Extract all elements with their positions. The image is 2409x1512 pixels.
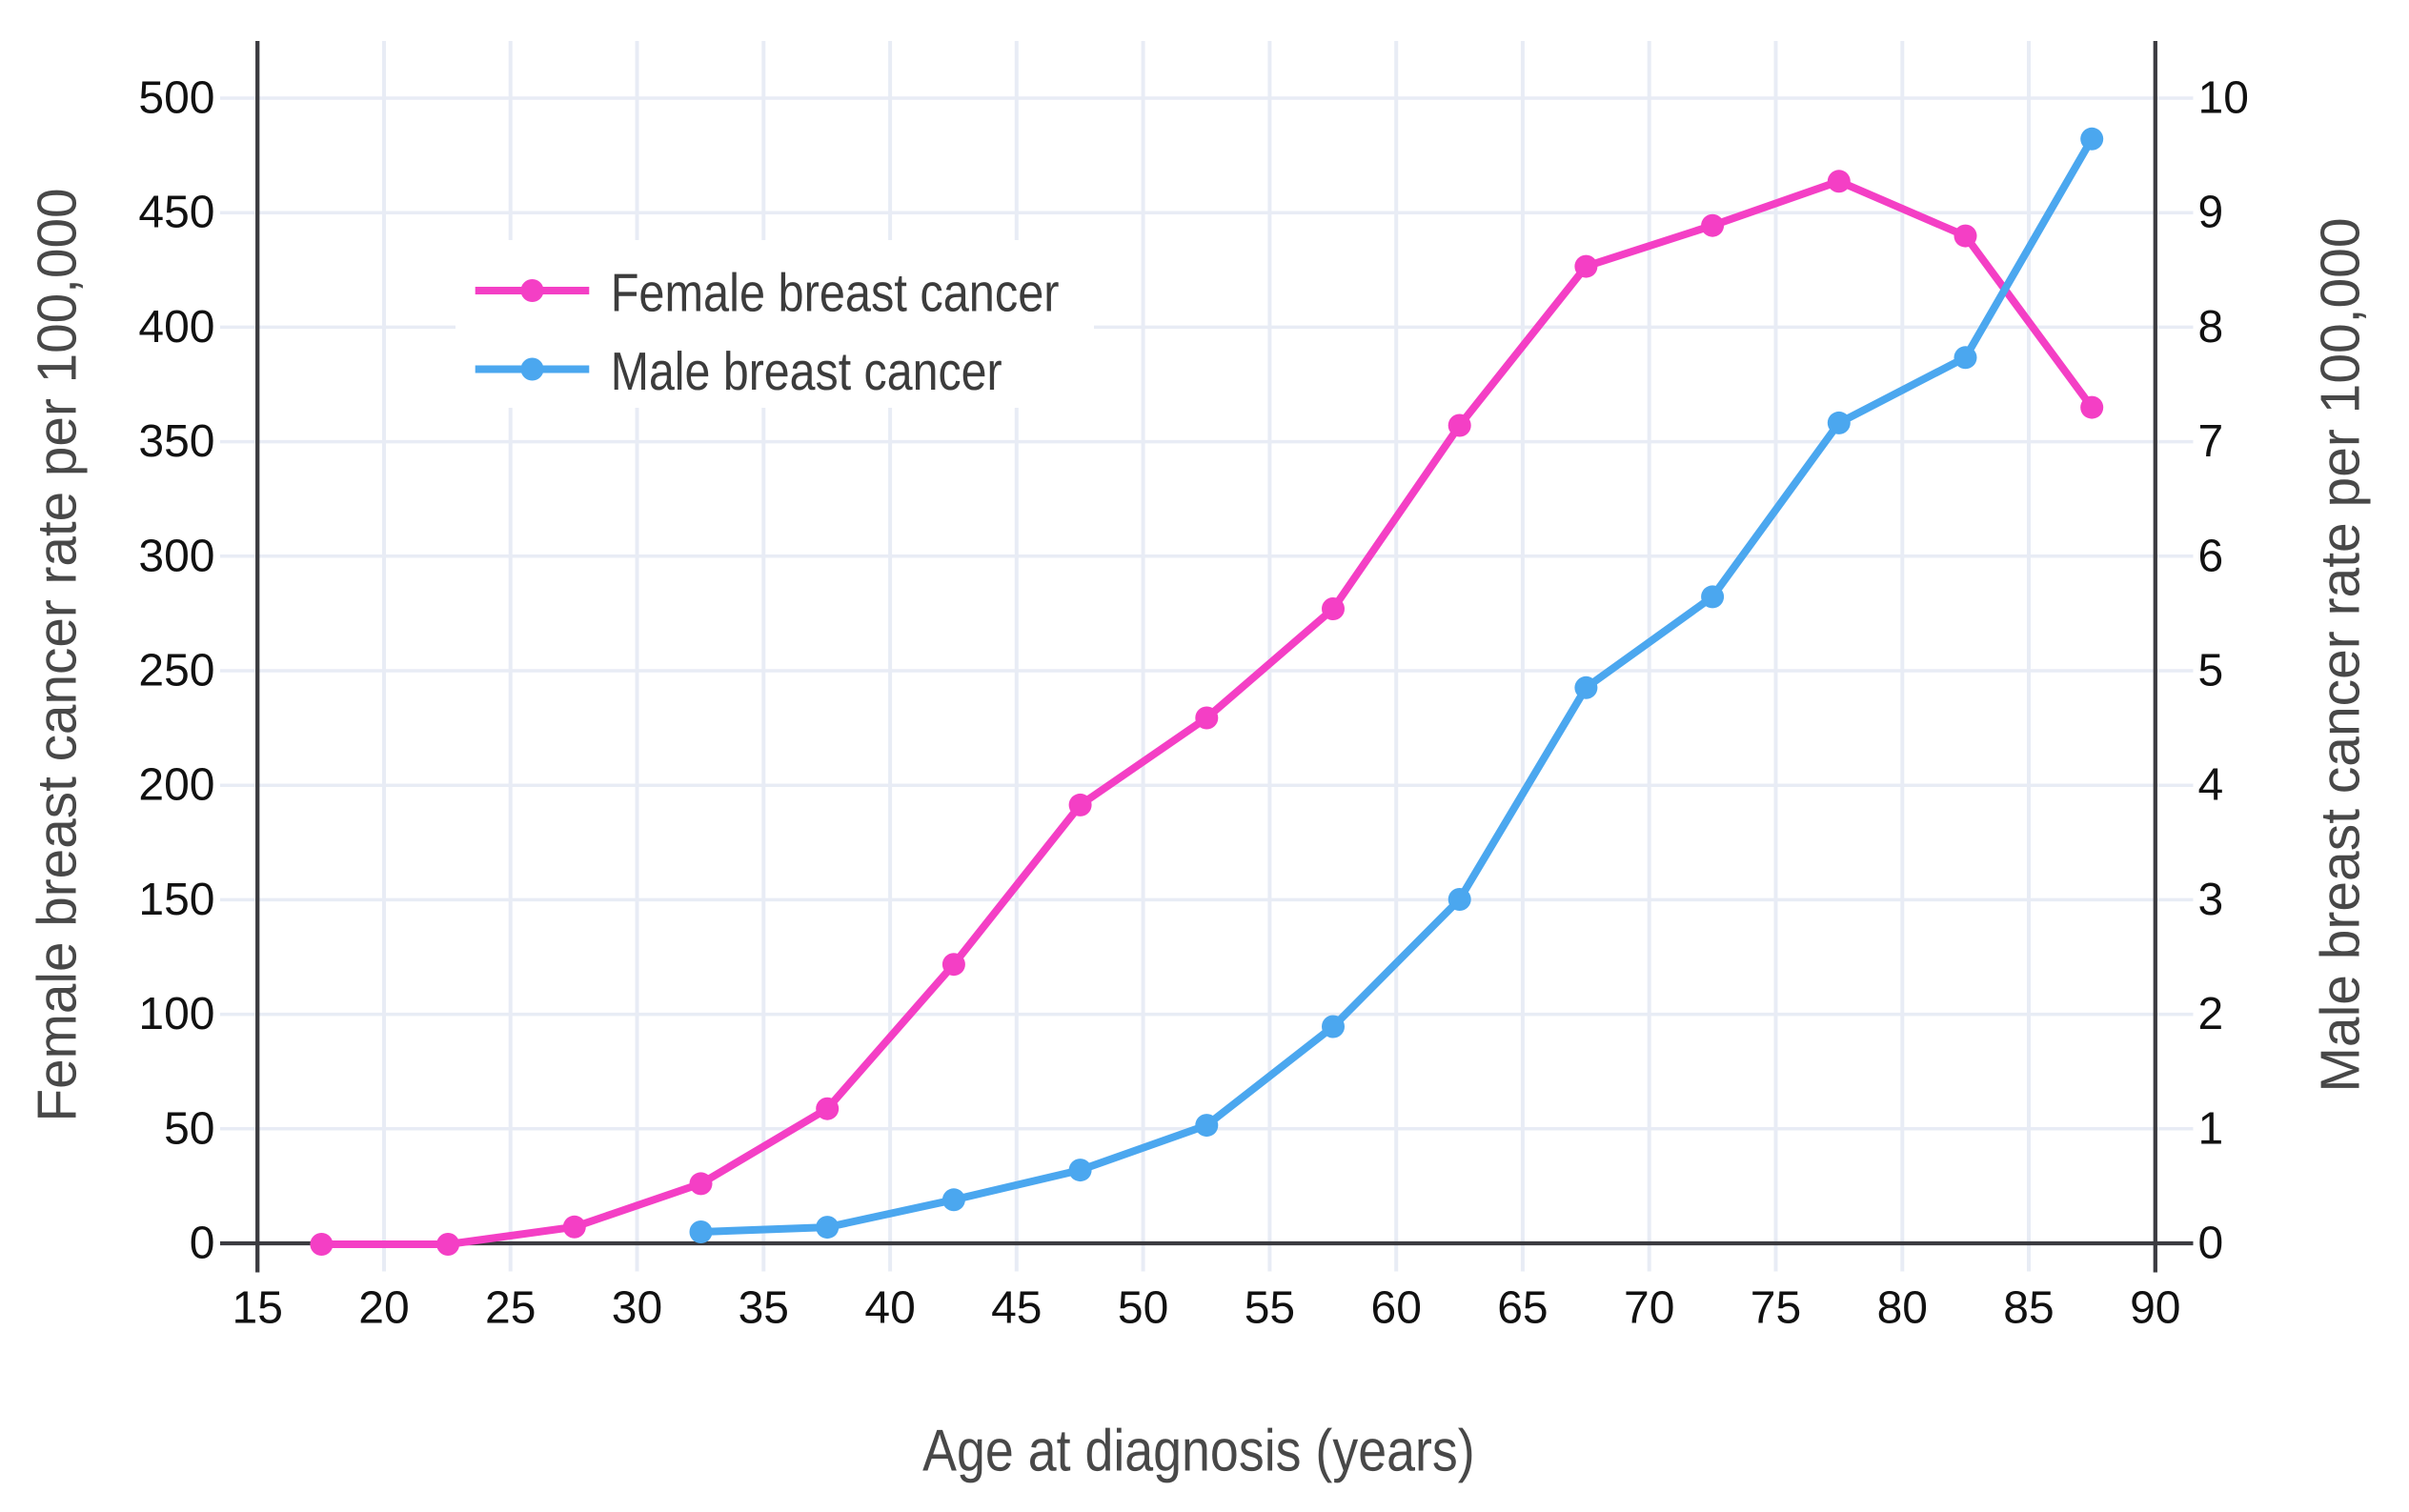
svg-text:Female breast cancer rate per: Female breast cancer rate per 100,000 bbox=[27, 189, 89, 1122]
svg-text:30: 30 bbox=[612, 1283, 662, 1334]
svg-text:Male breast cancer rate per 10: Male breast cancer rate per 100,000 bbox=[2310, 218, 2372, 1093]
svg-text:400: 400 bbox=[138, 302, 214, 353]
svg-text:200: 200 bbox=[138, 760, 214, 811]
svg-text:5: 5 bbox=[2198, 646, 2224, 696]
svg-text:50: 50 bbox=[1118, 1283, 1168, 1334]
svg-text:8: 8 bbox=[2198, 302, 2224, 353]
svg-text:40: 40 bbox=[864, 1283, 915, 1334]
svg-text:10: 10 bbox=[2198, 73, 2249, 124]
svg-text:Female breast cancer: Female breast cancer bbox=[611, 263, 1060, 323]
svg-text:75: 75 bbox=[1751, 1283, 1801, 1334]
svg-text:0: 0 bbox=[190, 1219, 215, 1269]
svg-text:100: 100 bbox=[138, 989, 214, 1039]
svg-text:350: 350 bbox=[138, 416, 214, 467]
svg-text:90: 90 bbox=[2130, 1283, 2180, 1334]
svg-text:25: 25 bbox=[485, 1283, 536, 1334]
svg-text:3: 3 bbox=[2198, 875, 2224, 925]
svg-text:9: 9 bbox=[2198, 188, 2224, 238]
svg-text:60: 60 bbox=[1371, 1283, 1422, 1334]
svg-text:500: 500 bbox=[138, 73, 214, 124]
svg-text:450: 450 bbox=[138, 188, 214, 238]
svg-text:4: 4 bbox=[2198, 760, 2224, 811]
svg-text:85: 85 bbox=[2003, 1283, 2054, 1334]
svg-text:1: 1 bbox=[2198, 1103, 2224, 1154]
svg-text:70: 70 bbox=[1624, 1283, 1674, 1334]
svg-text:50: 50 bbox=[164, 1103, 214, 1154]
svg-text:250: 250 bbox=[138, 646, 214, 696]
svg-text:300: 300 bbox=[138, 531, 214, 581]
svg-text:2: 2 bbox=[2198, 989, 2224, 1039]
svg-text:Age at diagnosis (years): Age at diagnosis (years) bbox=[922, 1418, 1475, 1483]
svg-text:20: 20 bbox=[358, 1283, 409, 1334]
svg-text:35: 35 bbox=[739, 1283, 789, 1334]
svg-text:55: 55 bbox=[1245, 1283, 1295, 1334]
svg-text:15: 15 bbox=[233, 1283, 283, 1334]
svg-text:150: 150 bbox=[138, 875, 214, 925]
svg-text:80: 80 bbox=[1877, 1283, 1928, 1334]
svg-text:0: 0 bbox=[2198, 1219, 2224, 1269]
svg-text:65: 65 bbox=[1497, 1283, 1548, 1334]
svg-text:Male breast cancer: Male breast cancer bbox=[611, 341, 1002, 401]
svg-text:6: 6 bbox=[2198, 531, 2224, 581]
svg-text:45: 45 bbox=[991, 1283, 1042, 1334]
svg-text:7: 7 bbox=[2198, 416, 2224, 467]
